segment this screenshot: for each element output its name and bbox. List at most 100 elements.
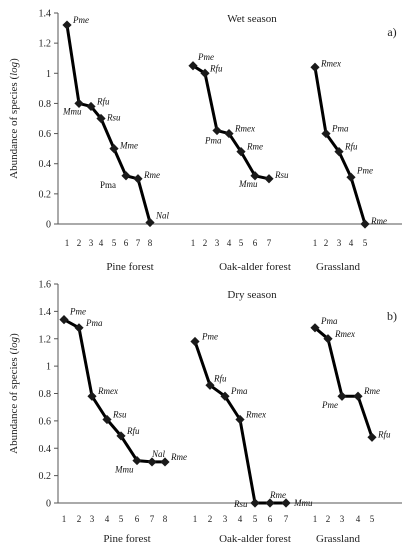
y-axis-label: Abundance of species (log) — [8, 58, 20, 179]
data-point — [236, 147, 246, 157]
data-label: Rfu — [96, 96, 110, 106]
x-tick-label: 8 — [163, 514, 168, 524]
data-point — [250, 171, 260, 181]
x-tick-label: 1 — [313, 514, 318, 524]
data-point — [96, 113, 106, 124]
series-line — [192, 64, 270, 181]
data-point — [250, 498, 260, 508]
data-label: Mmu — [62, 106, 82, 116]
data-point — [346, 172, 356, 182]
y-tick-label: 0 — [46, 220, 51, 231]
data-label: Rme — [370, 216, 387, 226]
data-point — [321, 128, 331, 139]
data-label: Rmex — [97, 386, 118, 396]
data-label: Mmu — [114, 465, 134, 475]
group-label: Pine forest — [106, 261, 153, 273]
data-label: Rfu — [126, 426, 140, 436]
group-label: Oak-alder forest — [219, 533, 291, 545]
x-tick-label: 1 — [65, 238, 70, 248]
series-grassland: 1 2 3 4 5 Grassland Pma Rmex Pme Rme Rfu — [310, 316, 391, 545]
x-tick-label: 6 — [124, 238, 129, 248]
x-tick-label: 6 — [253, 238, 258, 248]
x-tick-label: 1 — [62, 514, 67, 524]
data-point — [367, 432, 377, 442]
data-point — [281, 498, 291, 508]
y-tick-label: 0 — [46, 499, 51, 510]
data-label: Rsu — [112, 410, 127, 420]
y-tick-label: 0.6 — [39, 416, 52, 427]
data-point — [265, 498, 275, 508]
data-point — [220, 391, 230, 401]
x-tick-label: 3 — [90, 514, 95, 524]
data-label: Rsu — [233, 499, 248, 509]
data-point — [212, 125, 222, 136]
data-label: Rme — [246, 142, 263, 152]
y-tick-label: 0.8 — [39, 389, 52, 400]
chart-title: Wet season — [227, 13, 277, 25]
data-point — [74, 98, 84, 109]
data-label: Rme — [269, 490, 286, 500]
x-tick-label: 4 — [105, 514, 110, 524]
x-tick-label: 3 — [340, 514, 345, 524]
x-tick-label: 2 — [208, 514, 213, 524]
data-point — [121, 171, 131, 181]
y-tick-label: 0.2 — [39, 189, 52, 200]
data-label: Rmex — [334, 329, 355, 339]
data-point — [334, 147, 344, 157]
series-line — [65, 24, 152, 223]
data-label: Nal — [155, 210, 170, 220]
y-tick-label: 0.8 — [39, 99, 52, 110]
chart-panel-wet-season: 0 0.2 0.4 0.6 0.8 1 1.2 1.4 Abundance of species… — [8, 9, 402, 273]
group-label: Oak-alder forest — [219, 261, 291, 273]
data-label: Pme — [72, 15, 89, 25]
x-tick-label: 2 — [324, 238, 329, 248]
data-point — [102, 414, 112, 425]
data-point — [74, 323, 84, 333]
data-point — [160, 457, 170, 467]
data-label: Rmex — [234, 124, 255, 134]
y-tick-label: 1.6 — [39, 280, 52, 291]
x-tick-label: 4 — [227, 238, 232, 248]
x-tick-label: 3 — [215, 238, 220, 248]
data-label: Pma — [204, 136, 222, 146]
data-point — [109, 144, 119, 154]
data-label: Pma — [85, 318, 103, 328]
y-axis-label: Abundance of species (log) — [8, 333, 20, 454]
data-label: Rme — [143, 170, 160, 180]
data-point — [145, 217, 155, 228]
panel-label: b) — [387, 309, 397, 323]
data-label: Rfu — [209, 63, 223, 73]
y-tick-label: 0.4 — [39, 444, 52, 455]
data-point — [59, 314, 69, 325]
y-tick-label: 1.4 — [39, 307, 52, 318]
data-point — [353, 391, 363, 401]
data-label: Pme — [321, 400, 338, 410]
y-tick-label: 1.4 — [39, 9, 52, 20]
x-tick-label: 2 — [203, 238, 208, 248]
data-label: Mmu — [238, 179, 258, 189]
data-point — [190, 336, 200, 347]
series-line — [313, 67, 367, 225]
chart-title: Dry season — [227, 289, 277, 301]
data-point — [147, 457, 157, 467]
data-label: Pme — [356, 165, 373, 175]
data-point — [87, 391, 97, 401]
series-grassland: 1 2 3 4 5 Grassland Rmex Pma Rfu Pme Rme — [310, 58, 387, 273]
data-label: Nal — [151, 449, 166, 459]
x-tick-label: 5 — [253, 514, 258, 524]
data-label: Rfu — [344, 142, 358, 152]
x-tick-label: 2 — [326, 514, 331, 524]
x-tick-label: 6 — [268, 514, 273, 524]
data-label: Pme — [201, 331, 218, 341]
y-tick-label: 0.4 — [39, 159, 52, 170]
data-point — [132, 455, 142, 466]
x-tick-label: 3 — [223, 514, 228, 524]
group-label: Grassland — [316, 261, 360, 273]
series-line — [314, 326, 374, 438]
x-tick-label: 1 — [193, 514, 198, 524]
x-tick-label: 5 — [363, 238, 368, 248]
data-label: Mmu — [293, 498, 313, 508]
